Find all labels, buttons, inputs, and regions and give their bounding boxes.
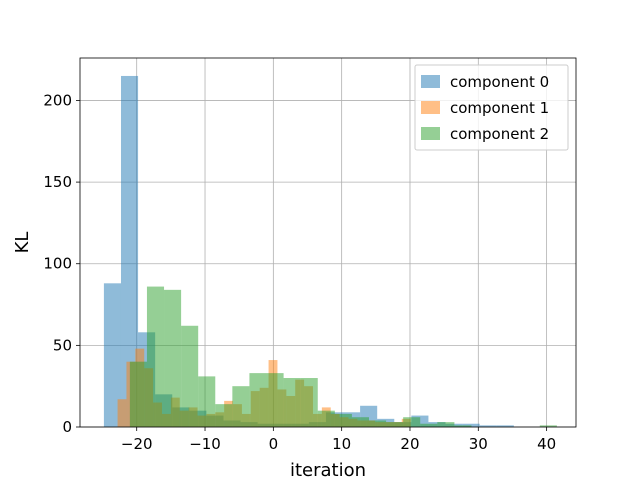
- series-2-bars: [129, 286, 557, 427]
- histogram-bar: [351, 417, 369, 427]
- x-tick-label: 10: [332, 435, 351, 453]
- histogram-bar: [198, 376, 216, 427]
- histogram-bar: [283, 378, 301, 427]
- plot-frame: [79, 57, 577, 428]
- legend-label: component 2: [450, 125, 549, 143]
- x-tick-label: 30: [469, 435, 488, 453]
- histogram-bar: [403, 417, 421, 427]
- legend-label: component 0: [450, 73, 549, 91]
- histogram-bar: [249, 373, 267, 427]
- legend-swatch: [421, 127, 440, 140]
- histogram-bar: [420, 423, 438, 427]
- histogram-bar: [496, 425, 514, 427]
- y-tick-label: 200: [43, 91, 72, 109]
- histogram-bar: [129, 361, 147, 427]
- x-tick-label: 20: [400, 435, 419, 453]
- histogram-bar: [368, 420, 387, 427]
- histogram-bar: [317, 410, 335, 427]
- y-tick-label: 50: [53, 336, 72, 354]
- legend-label: component 1: [450, 99, 549, 117]
- histogram-bar: [334, 413, 352, 427]
- histogram-bar: [120, 75, 139, 427]
- x-axis-label: iteration: [290, 460, 366, 480]
- x-tick-label: −20: [121, 435, 153, 453]
- histogram-bar: [117, 399, 127, 427]
- y-tick-label: 150: [43, 173, 72, 191]
- histogram-bar: [479, 425, 497, 427]
- histogram-bar: [164, 289, 182, 427]
- histogram-bars: [103, 75, 557, 427]
- y-tick-label: 0: [62, 418, 72, 436]
- histogram-bar: [266, 373, 284, 427]
- y-axis-label: KL: [12, 232, 33, 254]
- y-tick-label: 100: [43, 255, 72, 273]
- histogram-bar: [215, 404, 233, 427]
- histogram-bar: [454, 425, 472, 427]
- x-tick-label: 0: [269, 435, 279, 453]
- histogram-bar: [181, 325, 199, 427]
- histogram-bar: [232, 386, 250, 427]
- x-tick-label: −10: [189, 435, 221, 453]
- histogram-bar: [437, 422, 455, 427]
- histogram-bar: [146, 286, 165, 427]
- histogram-bar: [386, 422, 404, 427]
- legend: component 0 component 1 component 2: [414, 64, 569, 151]
- axis-ticks: −20 −10 0 10 20 30 40 0 50 100 150 200: [43, 91, 556, 453]
- histogram-bar: [300, 378, 318, 427]
- x-tick-label: 40: [537, 435, 556, 453]
- legend-box: [414, 64, 569, 151]
- legend-swatch: [421, 101, 440, 114]
- histogram-bar: [539, 425, 557, 427]
- histogram-bar: [103, 283, 121, 427]
- legend-swatch: [421, 75, 440, 88]
